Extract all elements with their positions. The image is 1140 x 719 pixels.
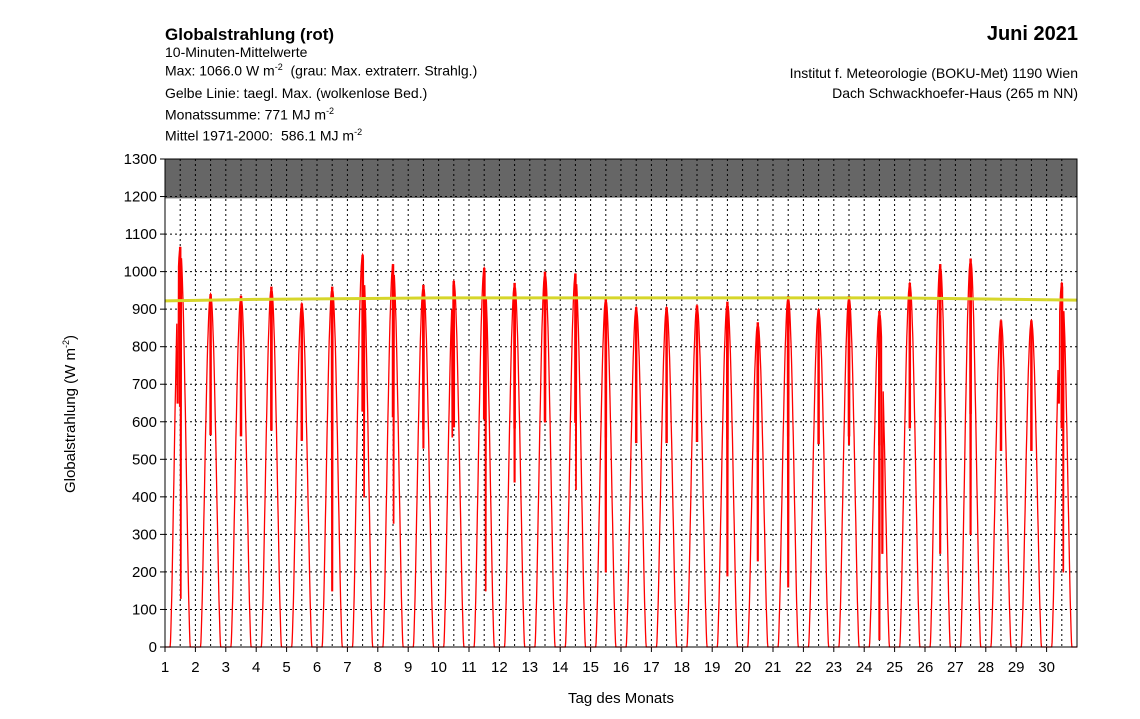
y-tick-label: 700 — [132, 376, 157, 393]
month-label: Juni 2021 — [986, 23, 1078, 45]
y-tick-label: 600 — [132, 414, 157, 431]
y-tick-label: 100 — [132, 601, 157, 618]
chart-title: Globalstrahlung (rot) — [165, 25, 335, 44]
x-tick-label: 27 — [947, 659, 964, 676]
y-tick-label: 800 — [132, 339, 157, 356]
y-tick-label: 500 — [132, 451, 157, 468]
x-tick-label: 25 — [886, 659, 903, 676]
y-tick-label: 400 — [132, 489, 157, 506]
x-tick-label: 21 — [765, 659, 782, 676]
extraterrestrial-band — [165, 159, 1077, 199]
y-tick-label: 900 — [132, 301, 157, 318]
clearsky-max-line — [164, 296, 1078, 303]
x-tick-label: 2 — [191, 659, 199, 676]
x-tick-label: 6 — [313, 659, 321, 676]
x-tick-label: 1 — [161, 659, 169, 676]
x-tick-label: 24 — [856, 659, 873, 676]
location-label: Dach Schwackhoefer-Haus (265 m NN) — [832, 85, 1078, 101]
x-tick-label: 29 — [1008, 659, 1025, 676]
institute-label: Institut f. Meteorologie (BOKU-Met) 1190… — [789, 65, 1078, 81]
x-tick-label: 4 — [252, 659, 260, 676]
x-tick-label: 30 — [1038, 659, 1055, 676]
x-tick-label: 22 — [795, 659, 812, 676]
subtitle-interval: 10-Minuten-Mittelwerte — [165, 44, 308, 60]
y-tick-label: 1300 — [124, 151, 157, 168]
y-axis-label: Globalstrahlung (W m-2) — [61, 334, 79, 494]
x-tick-label: 10 — [430, 659, 447, 676]
y-tick-label: 200 — [132, 564, 157, 581]
x-tick-label: 14 — [552, 659, 569, 676]
x-tick-label: 19 — [704, 659, 721, 676]
x-tick-label: 12 — [491, 659, 508, 676]
x-tick-label: 9 — [404, 659, 412, 676]
x-tick-label: 5 — [282, 659, 290, 676]
x-tick-label: 23 — [825, 659, 842, 676]
subtitle-monthly-sum: Monatssumme: 771 MJ m-2 — [165, 106, 335, 123]
x-tick-label: 3 — [222, 659, 230, 676]
subtitle-climate-mean: Mittel 1971-2000: 586.1 MJ m-2 — [165, 127, 363, 144]
x-tick-label: 15 — [582, 659, 599, 676]
y-tick-label: 1100 — [125, 226, 157, 243]
x-tick-label: 7 — [343, 659, 351, 676]
y-tick-label: 0 — [149, 639, 157, 656]
x-tick-label: 11 — [461, 659, 477, 676]
y-tick-label: 1000 — [124, 264, 157, 281]
x-tick-label: 8 — [374, 659, 382, 676]
x-tick-label: 20 — [734, 659, 751, 676]
x-tick-label: 18 — [673, 659, 690, 676]
x-tick-label: 26 — [917, 659, 934, 676]
x-tick-label: 28 — [977, 659, 994, 676]
x-tick-label: 17 — [643, 659, 660, 676]
subtitle-max: Max: 1066.0 W m-2 (grau: Max. extraterr.… — [165, 62, 478, 79]
y-tick-label: 300 — [132, 526, 157, 543]
x-axis-label: Tag des Monats — [568, 690, 674, 707]
y-tick-label: 1200 — [124, 189, 157, 206]
subtitle-yellow-line: Gelbe Linie: taegl. Max. (wolkenlose Bed… — [165, 85, 428, 101]
x-tick-label: 16 — [613, 659, 630, 676]
x-tick-label: 13 — [521, 659, 538, 676]
